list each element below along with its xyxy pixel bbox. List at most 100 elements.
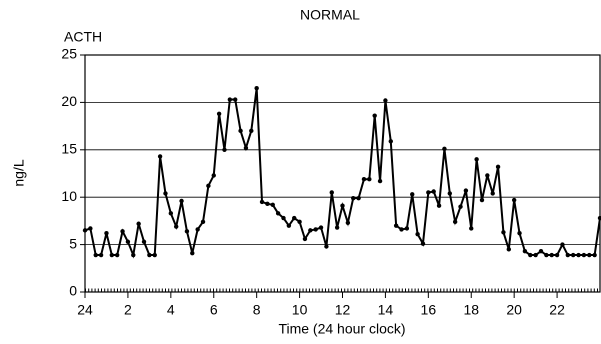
- data-point: [195, 227, 200, 232]
- data-point: [479, 197, 485, 203]
- data-point: [528, 252, 533, 258]
- x-tick-label: 6: [210, 302, 218, 318]
- data-point: [93, 252, 98, 258]
- data-point: [570, 252, 576, 258]
- y-tick-label: 0: [69, 283, 77, 299]
- data-point: [265, 201, 270, 207]
- data-point: [313, 227, 318, 232]
- data-point: [587, 252, 592, 258]
- data-point: [275, 211, 281, 216]
- data-point: [372, 113, 377, 118]
- data-point: [324, 244, 329, 249]
- data-point: [152, 252, 157, 258]
- series-label: ACTH: [64, 29, 102, 45]
- y-tick-label: 25: [61, 46, 77, 62]
- data-point: [173, 224, 179, 229]
- data-point: [565, 252, 571, 258]
- data-point: [125, 239, 131, 244]
- data-point: [318, 225, 324, 230]
- data-point: [249, 128, 254, 134]
- data-point: [549, 252, 554, 258]
- x-tick-label: 20: [506, 302, 522, 318]
- data-point: [292, 215, 297, 221]
- data-point: [345, 220, 351, 225]
- data-point: [544, 252, 549, 258]
- data-point: [98, 252, 104, 258]
- data-point: [517, 231, 522, 236]
- data-point: [136, 221, 141, 226]
- y-tick-label: 15: [61, 141, 77, 157]
- data-point: [114, 252, 120, 258]
- data-point: [485, 173, 490, 178]
- data-point: [334, 225, 340, 230]
- data-point: [474, 157, 479, 162]
- x-axis-label: Time (24 hour clock): [278, 321, 405, 337]
- data-point: [463, 188, 469, 193]
- data-point: [259, 199, 265, 205]
- data-point: [163, 191, 168, 196]
- data-point: [576, 252, 581, 258]
- data-point: [184, 229, 190, 234]
- x-tick-label: 8: [253, 302, 261, 318]
- data-point: [495, 164, 501, 170]
- data-point: [367, 176, 372, 182]
- data-point: [560, 242, 565, 247]
- x-tick-label: 14: [378, 302, 394, 318]
- x-tick-label: 4: [167, 302, 175, 318]
- data-point: [581, 252, 587, 258]
- x-tick-label: 10: [292, 302, 308, 318]
- y-axis-label: ng/L: [11, 159, 27, 186]
- data-point: [243, 145, 249, 151]
- x-tick-label: 22: [549, 302, 565, 318]
- data-point: [179, 198, 184, 204]
- data-point: [206, 183, 211, 189]
- data-point: [329, 190, 334, 195]
- data-point: [200, 219, 206, 225]
- data-point: [393, 223, 399, 228]
- data-point: [157, 154, 163, 159]
- data-point: [238, 128, 243, 134]
- data-point: [233, 97, 238, 102]
- data-point: [442, 146, 447, 152]
- data-point: [120, 229, 125, 234]
- data-point: [254, 85, 259, 91]
- data-point: [431, 189, 436, 194]
- data-point: [302, 236, 308, 242]
- data-point: [522, 249, 528, 254]
- data-point: [147, 252, 152, 258]
- x-tick-label: 2: [124, 302, 132, 318]
- data-point: [511, 197, 517, 203]
- plot-frame: [84, 54, 601, 293]
- data-point: [452, 219, 458, 225]
- data-point: [597, 215, 601, 221]
- data-point: [88, 226, 93, 231]
- data-point: [554, 252, 560, 258]
- data-point: [82, 228, 88, 233]
- data-point: [356, 195, 361, 201]
- data-point: [168, 211, 174, 216]
- data-point: [281, 215, 286, 221]
- data-point: [270, 202, 275, 207]
- data-point: [190, 250, 195, 256]
- data-point: [420, 241, 426, 246]
- data-point: [415, 231, 420, 237]
- data-point: [506, 247, 512, 252]
- data-point: [104, 231, 109, 236]
- series-line: [84, 88, 601, 259]
- data-point: [131, 252, 136, 258]
- data-point: [533, 252, 538, 258]
- data-point: [388, 139, 393, 144]
- y-tick-label: 10: [61, 188, 77, 204]
- data-point: [490, 191, 495, 196]
- data-point: [340, 203, 345, 208]
- y-tick-label: 20: [61, 93, 77, 109]
- data-point: [109, 252, 115, 258]
- data-point: [216, 111, 222, 116]
- data-point: [286, 223, 292, 228]
- y-tick-label: 5: [69, 235, 77, 251]
- data-point: [458, 204, 463, 209]
- data-point: [501, 230, 506, 235]
- chart-title: NORMAL: [300, 7, 360, 23]
- data-point: [351, 195, 356, 201]
